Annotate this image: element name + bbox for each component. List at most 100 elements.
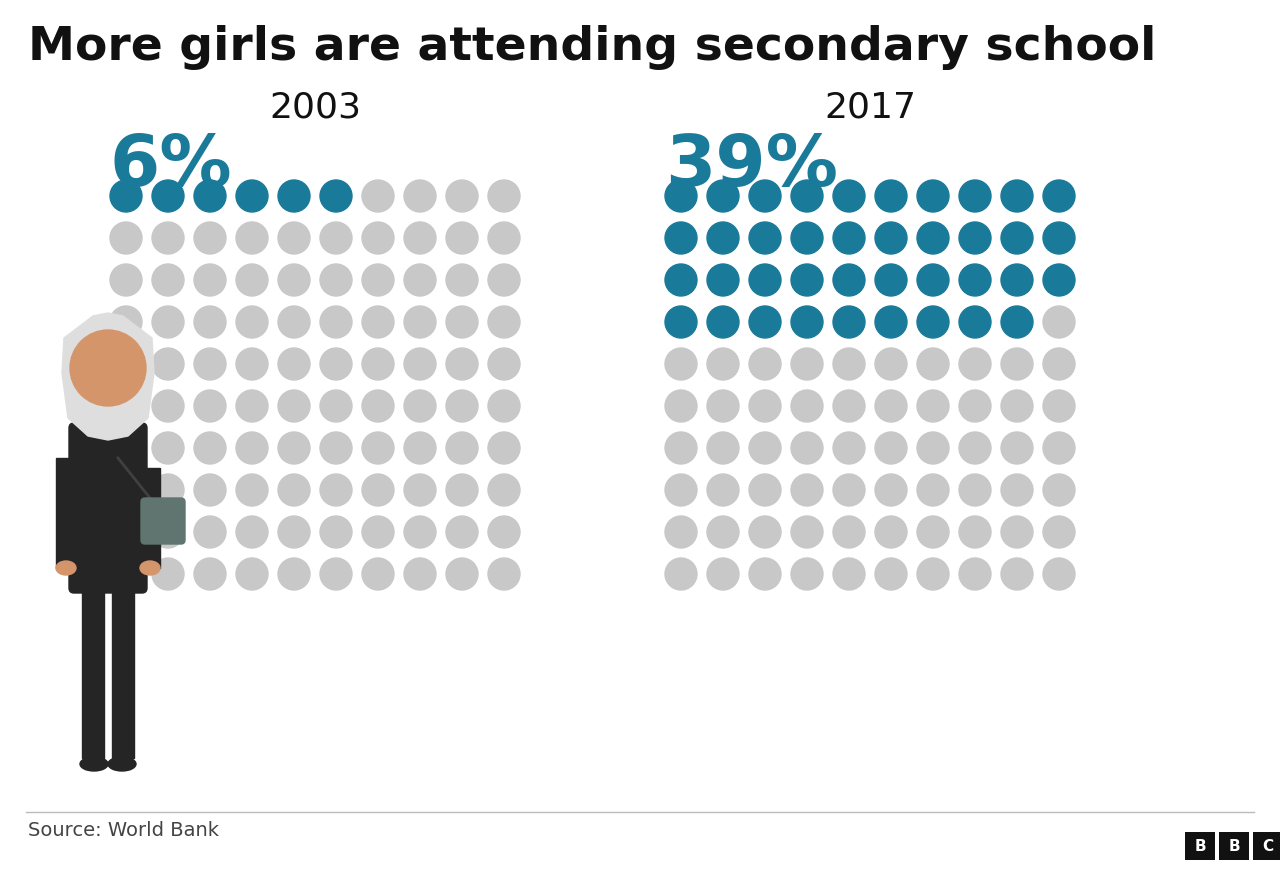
Circle shape [404, 432, 436, 464]
Circle shape [278, 516, 310, 548]
Circle shape [959, 264, 991, 296]
Circle shape [445, 222, 477, 254]
Circle shape [876, 558, 908, 590]
Circle shape [278, 558, 310, 590]
Circle shape [320, 474, 352, 506]
Circle shape [791, 180, 823, 212]
Circle shape [236, 180, 268, 212]
Circle shape [320, 306, 352, 338]
Circle shape [445, 264, 477, 296]
Circle shape [278, 348, 310, 380]
Circle shape [876, 390, 908, 422]
Text: B: B [1194, 839, 1206, 854]
Circle shape [404, 558, 436, 590]
Circle shape [1001, 306, 1033, 338]
Circle shape [791, 390, 823, 422]
Ellipse shape [56, 561, 76, 575]
Circle shape [110, 558, 142, 590]
Circle shape [707, 222, 739, 254]
Circle shape [959, 306, 991, 338]
Circle shape [959, 180, 991, 212]
Circle shape [707, 516, 739, 548]
Circle shape [195, 558, 227, 590]
Circle shape [1043, 558, 1075, 590]
Circle shape [707, 474, 739, 506]
Circle shape [833, 516, 865, 548]
Circle shape [959, 222, 991, 254]
Circle shape [833, 432, 865, 464]
Circle shape [749, 474, 781, 506]
Circle shape [666, 264, 698, 296]
Polygon shape [61, 313, 154, 440]
Circle shape [749, 432, 781, 464]
Text: 2003: 2003 [269, 90, 361, 124]
Circle shape [404, 180, 436, 212]
Circle shape [833, 390, 865, 422]
Circle shape [707, 348, 739, 380]
Circle shape [916, 474, 948, 506]
FancyBboxPatch shape [141, 498, 186, 544]
Circle shape [1001, 558, 1033, 590]
Circle shape [876, 474, 908, 506]
Circle shape [445, 390, 477, 422]
Circle shape [749, 180, 781, 212]
Circle shape [749, 348, 781, 380]
Circle shape [110, 180, 142, 212]
Circle shape [110, 474, 142, 506]
Circle shape [666, 348, 698, 380]
Circle shape [152, 516, 184, 548]
Circle shape [1043, 516, 1075, 548]
Circle shape [1001, 516, 1033, 548]
Circle shape [195, 432, 227, 464]
Circle shape [876, 180, 908, 212]
Circle shape [445, 558, 477, 590]
Circle shape [1043, 390, 1075, 422]
FancyBboxPatch shape [1219, 832, 1249, 860]
Circle shape [791, 306, 823, 338]
Bar [113, 588, 134, 758]
Circle shape [749, 390, 781, 422]
Circle shape [666, 474, 698, 506]
Circle shape [278, 180, 310, 212]
Circle shape [362, 264, 394, 296]
Circle shape [876, 516, 908, 548]
Circle shape [78, 333, 138, 393]
Circle shape [152, 348, 184, 380]
Circle shape [1043, 180, 1075, 212]
Circle shape [833, 474, 865, 506]
Circle shape [1001, 348, 1033, 380]
Circle shape [152, 432, 184, 464]
Circle shape [666, 516, 698, 548]
Circle shape [404, 306, 436, 338]
Circle shape [445, 306, 477, 338]
Circle shape [404, 264, 436, 296]
Circle shape [404, 348, 436, 380]
Circle shape [707, 558, 739, 590]
Circle shape [833, 264, 865, 296]
Circle shape [749, 516, 781, 548]
Circle shape [959, 558, 991, 590]
Circle shape [1043, 264, 1075, 296]
Text: 39%: 39% [666, 132, 838, 201]
Circle shape [152, 390, 184, 422]
Circle shape [876, 348, 908, 380]
Circle shape [404, 390, 436, 422]
Circle shape [195, 516, 227, 548]
Circle shape [362, 180, 394, 212]
Circle shape [195, 348, 227, 380]
Circle shape [1043, 306, 1075, 338]
Circle shape [110, 432, 142, 464]
Circle shape [1001, 222, 1033, 254]
Circle shape [320, 222, 352, 254]
Circle shape [876, 222, 908, 254]
Bar [82, 588, 104, 758]
Circle shape [666, 222, 698, 254]
Circle shape [791, 222, 823, 254]
Circle shape [488, 474, 520, 506]
Circle shape [959, 390, 991, 422]
Circle shape [916, 516, 948, 548]
Circle shape [916, 180, 948, 212]
Circle shape [195, 180, 227, 212]
Circle shape [666, 390, 698, 422]
Circle shape [916, 558, 948, 590]
